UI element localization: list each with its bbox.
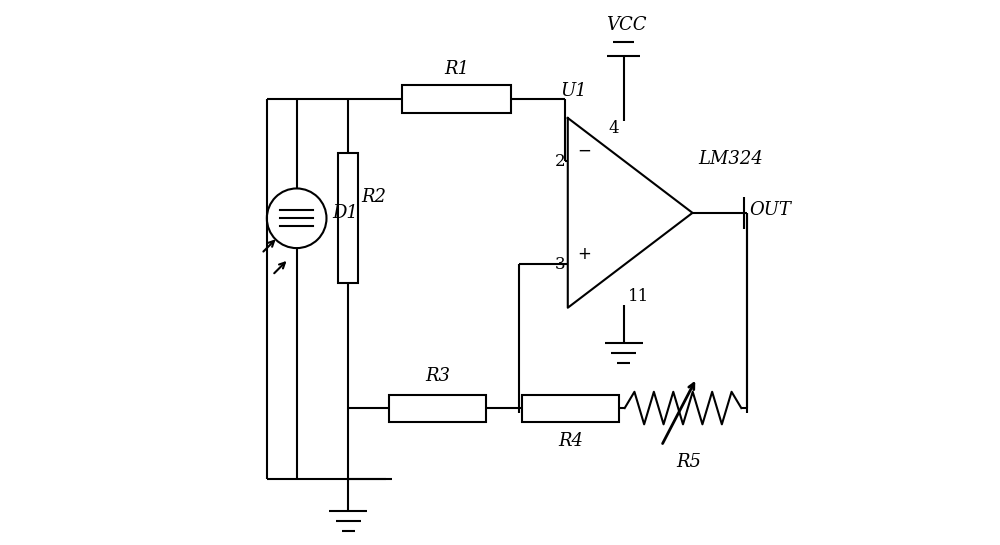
Text: R5: R5 <box>676 453 701 471</box>
Bar <box>402 86 511 113</box>
Text: 4: 4 <box>609 120 619 137</box>
Bar <box>338 153 358 283</box>
Text: 2: 2 <box>554 153 565 170</box>
Bar <box>522 395 619 422</box>
Text: R4: R4 <box>558 432 583 450</box>
Text: U1: U1 <box>560 82 587 100</box>
Text: R1: R1 <box>444 60 469 78</box>
Text: OUT: OUT <box>749 201 791 219</box>
Text: R2: R2 <box>362 187 387 205</box>
Text: 11: 11 <box>628 288 649 305</box>
Text: 3: 3 <box>554 256 565 273</box>
Text: −: − <box>577 142 591 160</box>
Text: LM324: LM324 <box>698 150 763 168</box>
Text: R3: R3 <box>425 367 450 385</box>
Text: +: + <box>577 245 591 263</box>
Text: D1: D1 <box>332 204 358 222</box>
Text: VCC: VCC <box>606 16 647 34</box>
Bar <box>389 395 486 422</box>
